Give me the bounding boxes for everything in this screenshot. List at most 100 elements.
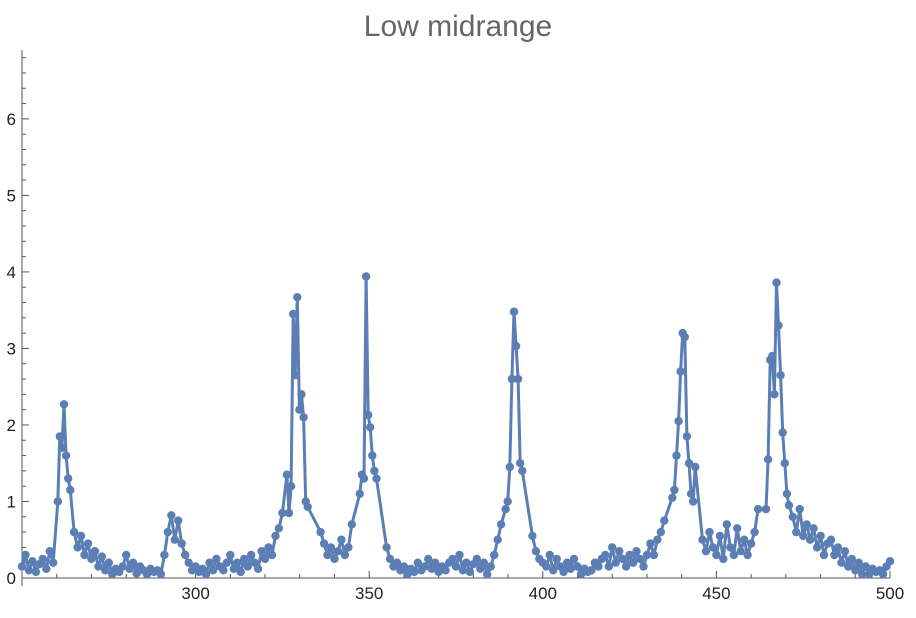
data-point	[253, 564, 263, 573]
data-point	[632, 547, 641, 556]
data-point	[297, 390, 306, 399]
data-point	[740, 535, 749, 544]
data-point	[59, 400, 69, 409]
data-point	[816, 531, 825, 541]
data-point	[167, 511, 176, 520]
data-point	[646, 539, 655, 548]
data-point	[618, 554, 627, 564]
data-point	[174, 516, 183, 525]
data-point	[66, 485, 75, 495]
data-point	[271, 531, 280, 541]
data-point	[601, 550, 610, 560]
data-point	[621, 562, 631, 571]
data-point	[490, 550, 499, 560]
data-point	[264, 543, 273, 552]
data-point	[885, 557, 895, 566]
data-point	[691, 462, 700, 472]
data-point	[282, 470, 292, 479]
data-point	[125, 564, 134, 573]
data-point	[382, 543, 391, 552]
data-point	[569, 554, 579, 564]
data-point	[177, 539, 186, 548]
data-point	[799, 531, 808, 541]
data-point	[784, 501, 794, 510]
data-point	[503, 497, 512, 506]
data-point	[229, 564, 238, 573]
data-point	[359, 474, 369, 483]
data-point	[531, 547, 541, 556]
data-point	[316, 527, 325, 537]
data-point	[743, 550, 752, 560]
data-point	[680, 332, 689, 342]
data-point	[97, 552, 107, 561]
data-point	[851, 566, 860, 575]
data-point	[243, 562, 252, 571]
data-point	[778, 428, 787, 437]
data-point	[809, 524, 818, 533]
y-tick-label: 4	[7, 263, 16, 282]
data-point	[670, 485, 679, 495]
data-point	[87, 554, 96, 564]
data-point	[715, 531, 725, 541]
data-point	[413, 558, 422, 567]
data-point	[31, 567, 41, 577]
y-tick-label: 2	[7, 416, 16, 435]
data-point	[805, 535, 815, 544]
data-point	[516, 459, 525, 468]
data-point	[132, 569, 141, 578]
data-point	[763, 455, 773, 464]
data-point	[708, 543, 718, 552]
data-point	[722, 520, 731, 529]
data-point	[625, 550, 634, 560]
data-point	[682, 432, 692, 441]
data-point	[323, 550, 332, 560]
data-point	[57, 443, 67, 453]
data-point	[431, 558, 440, 567]
data-point	[608, 543, 617, 552]
data-point	[122, 550, 131, 560]
data-point	[364, 410, 373, 420]
data-point	[674, 416, 683, 426]
data-point	[768, 351, 777, 361]
data-point	[854, 558, 863, 567]
data-point	[476, 564, 485, 573]
data-point	[472, 554, 481, 564]
data-point	[660, 516, 669, 525]
data-point	[726, 543, 735, 552]
data-point	[427, 564, 436, 573]
data-point	[212, 554, 221, 564]
data-point	[257, 547, 266, 556]
data-point	[278, 508, 287, 518]
data-point	[267, 550, 277, 560]
data-point	[274, 524, 284, 533]
series-line	[20, 275, 892, 576]
data-point	[69, 527, 79, 537]
y-tick-label: 5	[7, 186, 16, 205]
x-tick-label: 300	[181, 584, 209, 603]
data-point	[205, 558, 214, 567]
data-point	[483, 570, 492, 579]
data-point	[17, 562, 27, 571]
data-point	[455, 550, 464, 560]
data-point	[38, 554, 47, 564]
data-point	[104, 558, 114, 567]
data-point	[319, 539, 329, 548]
data-point	[653, 535, 662, 544]
data-point	[366, 423, 375, 432]
data-point	[61, 451, 71, 460]
x-tick-label: 350	[355, 584, 383, 603]
data-point	[462, 558, 471, 567]
data-point	[496, 520, 506, 529]
data-point	[837, 558, 846, 567]
data-point	[672, 451, 681, 460]
data-point	[604, 562, 613, 571]
data-point	[333, 547, 343, 556]
data-point	[24, 566, 34, 575]
data-point	[101, 566, 110, 575]
data-point	[559, 567, 568, 577]
y-tick-label: 0	[7, 569, 16, 588]
series-line-group	[17, 272, 895, 579]
data-point	[28, 557, 37, 566]
data-point	[518, 466, 527, 476]
data-point	[80, 550, 89, 560]
